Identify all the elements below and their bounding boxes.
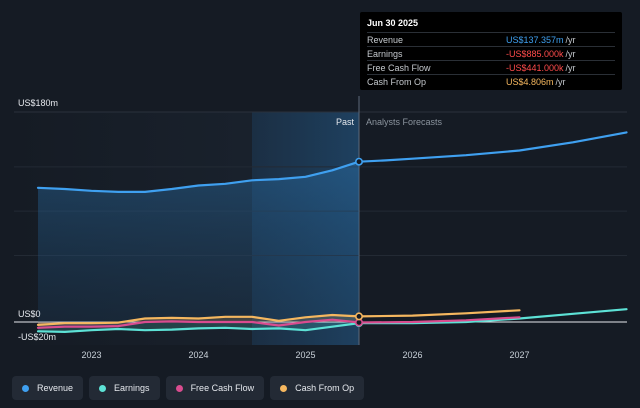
tooltip-value: -US$441.000k xyxy=(506,62,564,73)
x-tick-label: 2027 xyxy=(509,350,529,360)
series-line-cash-from-op xyxy=(36,313,361,326)
tooltip-panel: Jun 30 2025 Revenue US$137.357m /yr Earn… xyxy=(360,12,622,90)
chart-area: US$180m US$0 -US$20m Past Analysts Forec… xyxy=(14,96,628,360)
tooltip-value: -US$885.000k xyxy=(506,48,564,59)
tooltip-label: Free Cash Flow xyxy=(367,62,431,73)
series-line-revenue xyxy=(36,160,361,193)
x-tick-label: 2025 xyxy=(295,350,315,360)
tooltip-label: Earnings xyxy=(367,48,403,59)
legend-item-cash-from-op[interactable]: Cash From Op xyxy=(270,376,365,400)
legend-label: Revenue xyxy=(37,383,74,393)
y-axis-top-label: US$180m xyxy=(18,98,58,108)
x-tick-label: 2026 xyxy=(402,350,422,360)
legend-label: Earnings xyxy=(114,383,150,393)
tooltip-date: Jun 30 2025 xyxy=(367,18,419,28)
marker-cash-from-op xyxy=(354,312,363,321)
legend-item-revenue[interactable]: Revenue xyxy=(12,376,84,400)
tooltip-row-earnings: Earnings -US$885.000k /yr xyxy=(367,46,615,60)
legend-label: Cash From Op xyxy=(295,383,355,393)
tooltip-value: US$4.806m xyxy=(506,76,554,87)
marker-revenue xyxy=(354,157,363,166)
tooltip-label: Revenue xyxy=(367,34,404,45)
x-tick-label: 2023 xyxy=(81,350,101,360)
legend: Revenue Earnings Free Cash Flow Cash Fro… xyxy=(12,376,365,400)
tooltip-row-cfo: Cash From Op US$4.806m /yr xyxy=(367,74,615,88)
tooltip-unit: /yr xyxy=(555,76,566,87)
legend-item-earnings[interactable]: Earnings xyxy=(89,376,160,400)
tooltip-row-revenue: Revenue US$137.357m /yr xyxy=(367,32,615,46)
fcf-dot-icon xyxy=(175,384,183,392)
legend-label: Free Cash Flow xyxy=(190,383,255,393)
series-line-earnings xyxy=(36,322,361,333)
legend-item-free-cash-flow[interactable]: Free Cash Flow xyxy=(165,376,265,400)
tooltip-unit: /yr xyxy=(565,34,576,45)
revenue-dot-icon xyxy=(22,384,29,392)
series-line-cash-from-op-forecast xyxy=(357,309,521,318)
tooltip-unit: /yr xyxy=(565,62,576,73)
earnings-dot-icon xyxy=(99,384,107,392)
series-line-revenue-forecast xyxy=(357,131,628,163)
tooltip-row-fcf: Free Cash Flow -US$441.000k /yr xyxy=(367,60,615,74)
tooltip-label: Cash From Op xyxy=(367,76,427,87)
series-line-free-cash-flow xyxy=(36,318,361,329)
cfo-dot-icon xyxy=(280,384,288,392)
y-axis-zero-label: US$0 xyxy=(18,309,41,319)
y-axis-neg-label: -US$20m xyxy=(18,332,56,342)
x-tick-label: 2024 xyxy=(188,350,208,360)
forecast-label: Analysts Forecasts xyxy=(366,117,443,127)
tooltip-unit: /yr xyxy=(565,48,576,59)
series-area-revenue xyxy=(38,161,359,322)
tooltip-value: US$137.357m xyxy=(506,34,564,45)
past-label: Past xyxy=(336,117,355,127)
series-line-free-cash-flow-forecast xyxy=(357,316,521,324)
